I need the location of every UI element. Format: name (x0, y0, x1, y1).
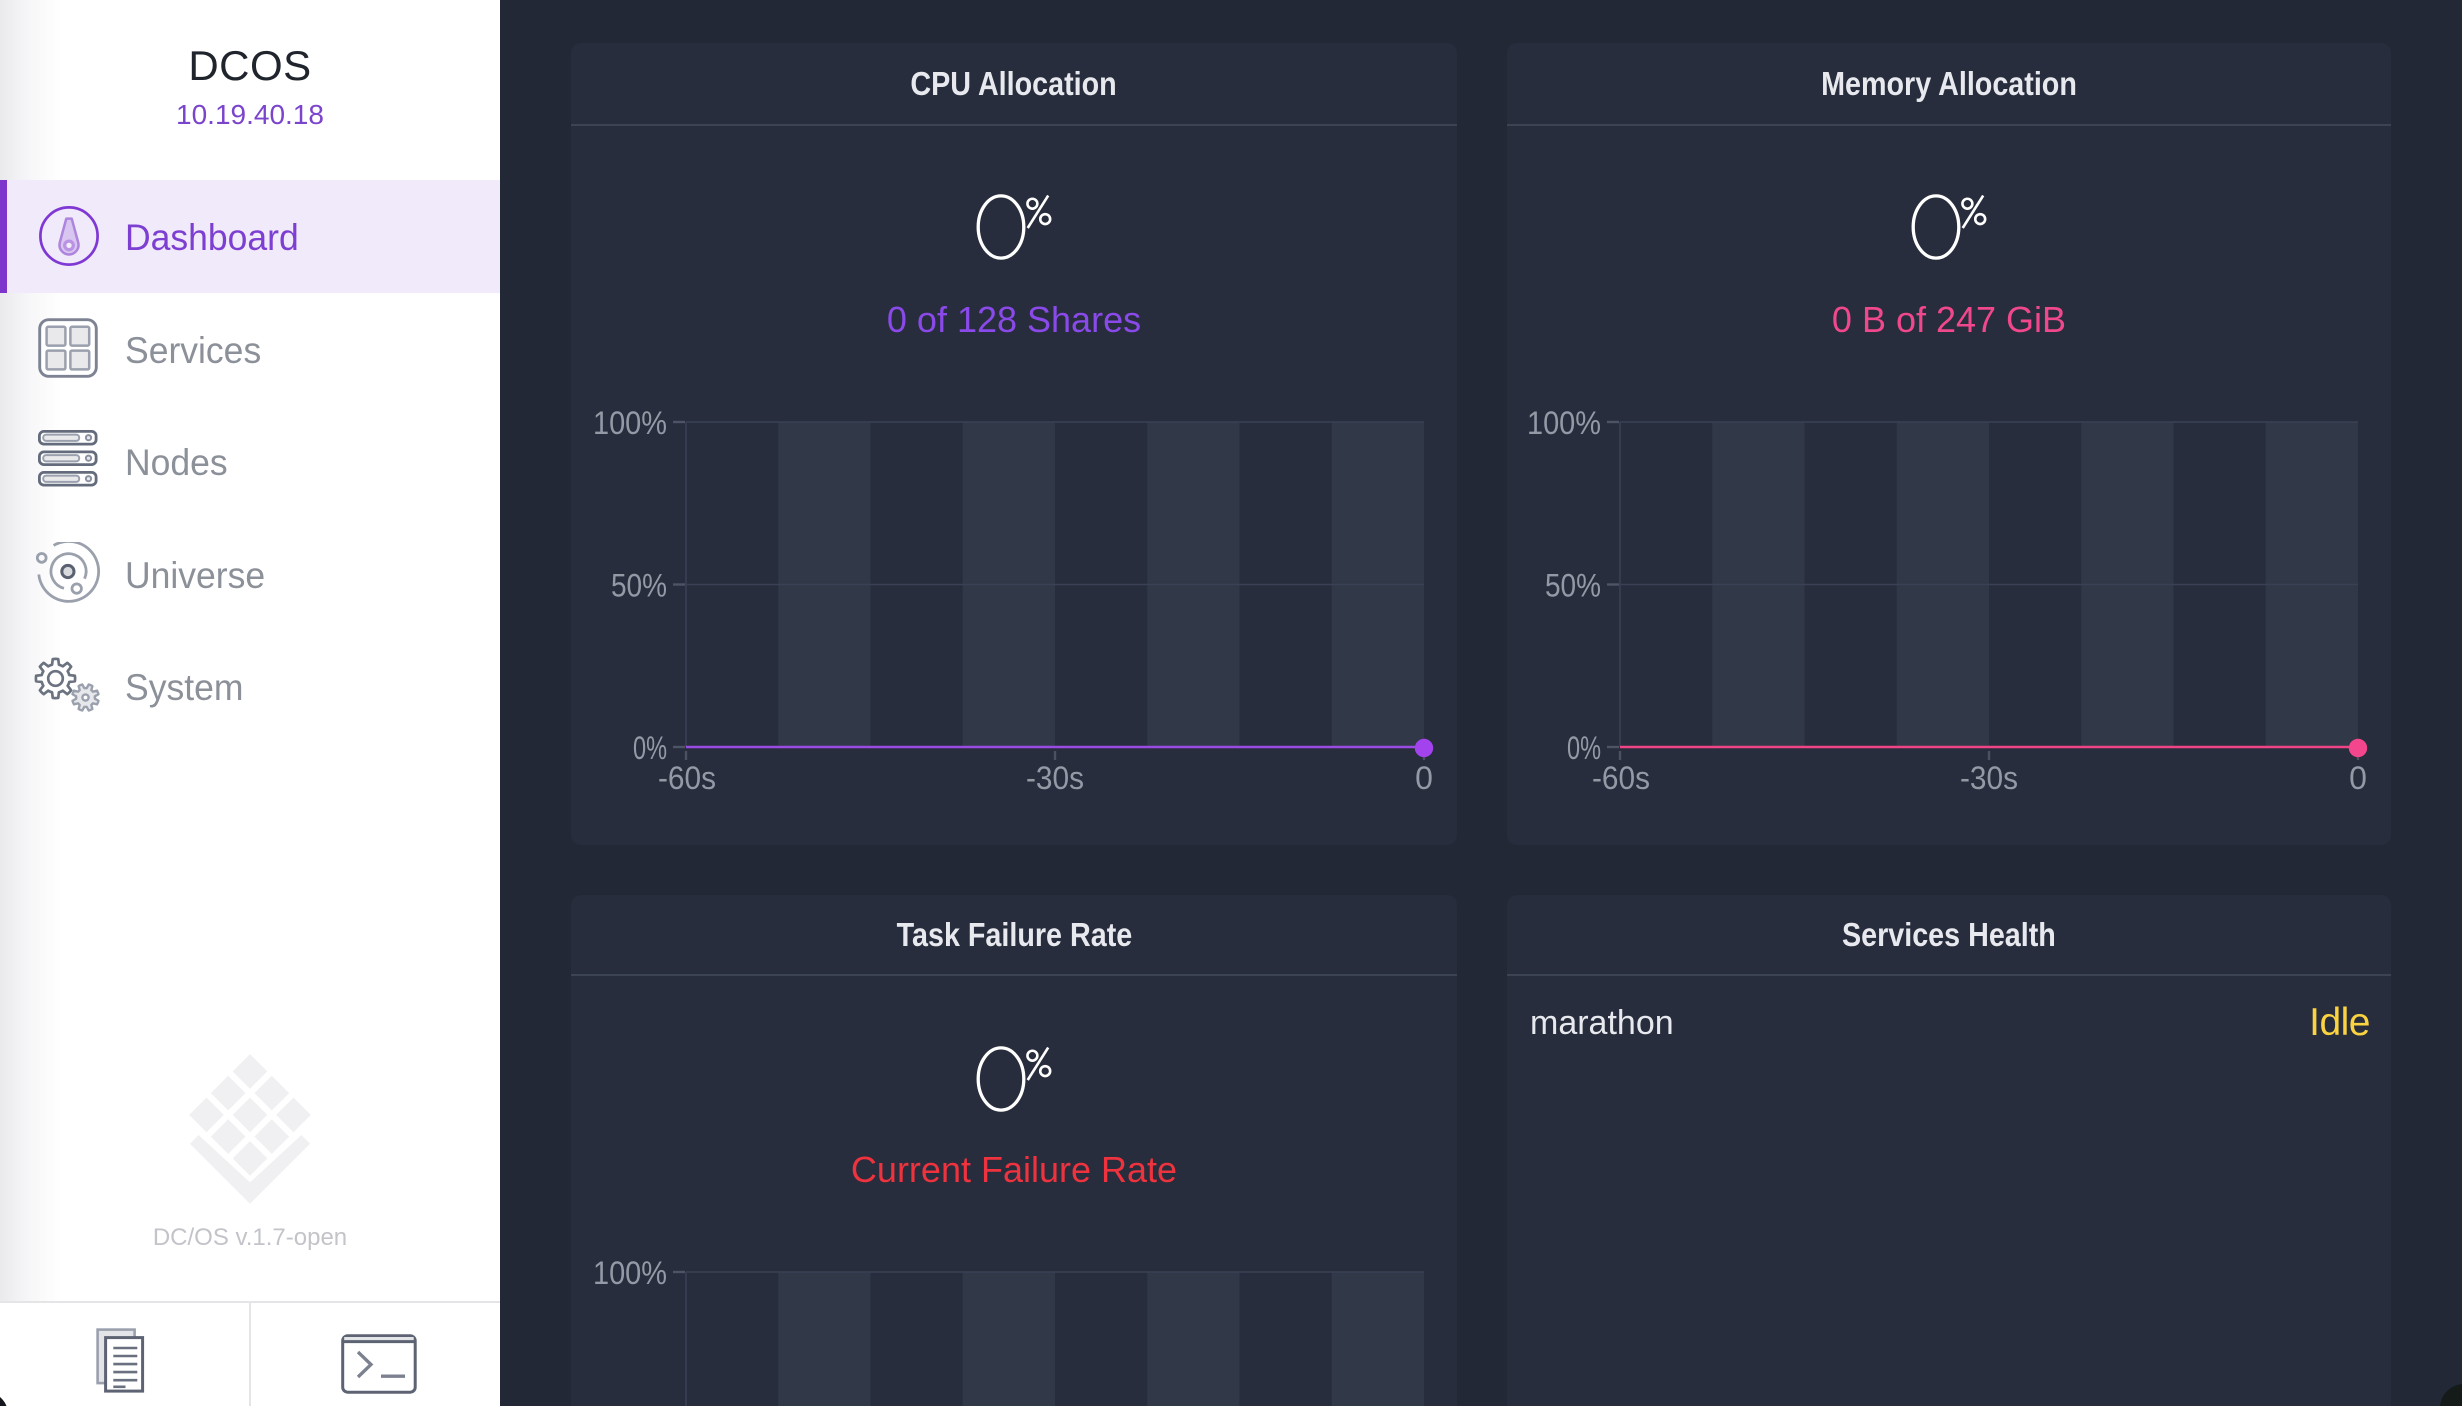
svg-text:0%: 0% (633, 730, 667, 766)
svg-text:-60s: -60s (658, 760, 716, 796)
svg-text:100%: 100% (593, 405, 667, 441)
svg-text:0: 0 (1415, 760, 1433, 796)
svg-text:50%: 50% (1545, 568, 1601, 604)
svg-text:-30s: -30s (1026, 760, 1084, 796)
svg-text:-60s: -60s (1592, 760, 1650, 796)
svg-text:50%: 50% (611, 568, 667, 604)
svg-text:0%: 0% (1567, 730, 1601, 766)
svg-text:100%: 100% (593, 1255, 667, 1291)
svg-text:-30s: -30s (1960, 760, 2018, 796)
svg-text:100%: 100% (1527, 405, 1601, 441)
svg-text:0: 0 (2349, 760, 2367, 796)
